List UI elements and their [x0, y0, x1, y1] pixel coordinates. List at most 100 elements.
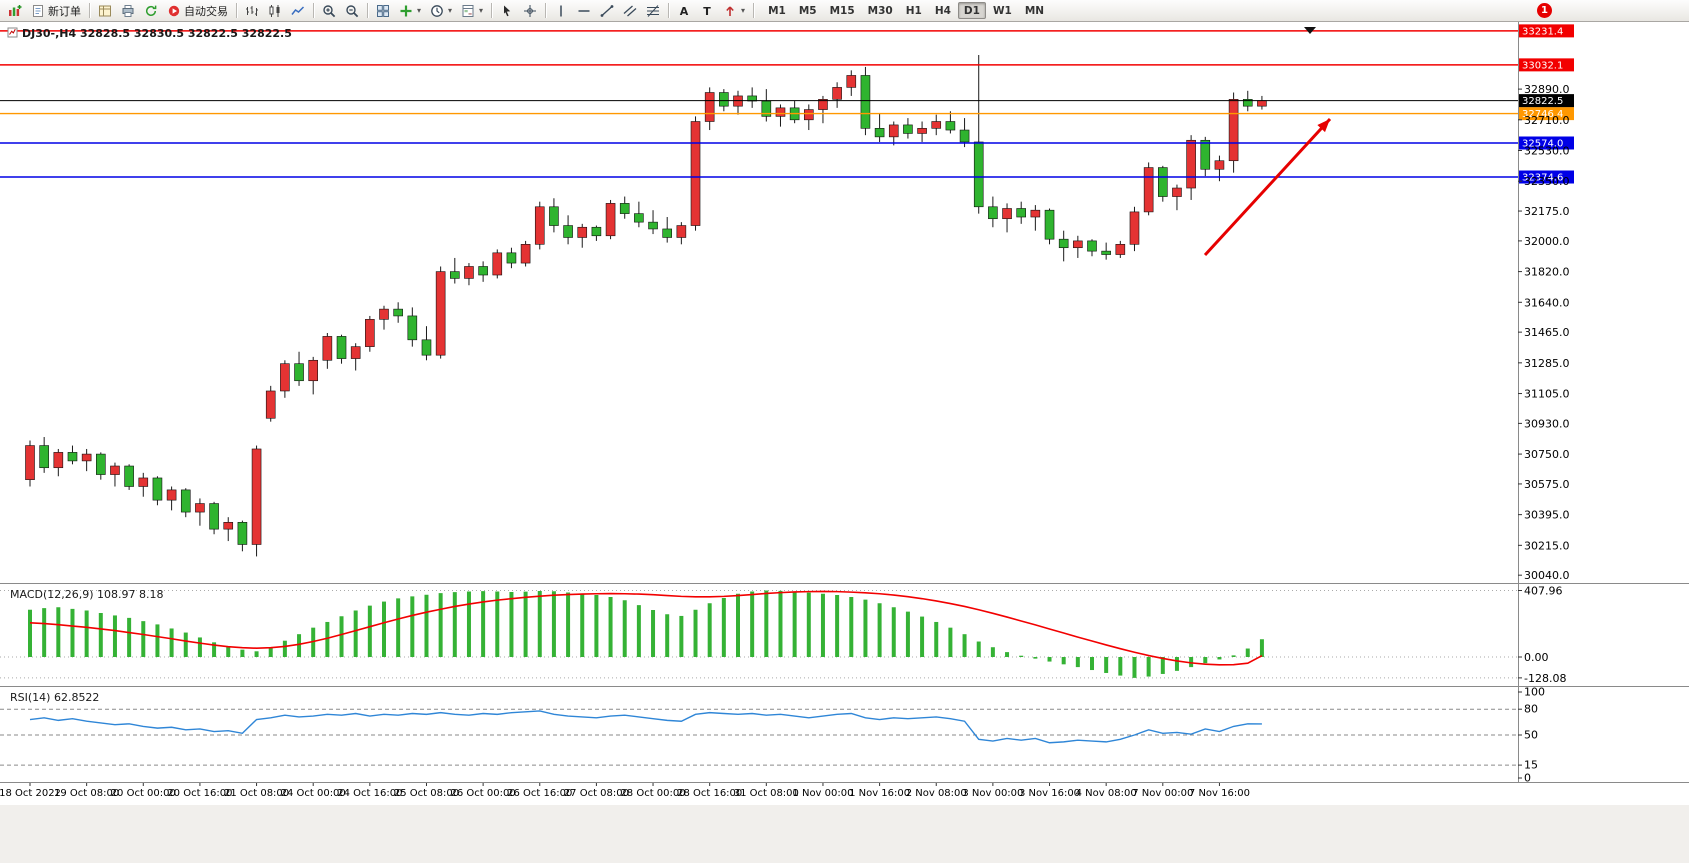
current-price-line-label: 32822.5: [1522, 96, 1563, 107]
macd-label: MACD(12,26,9) 108.97 8.18: [10, 588, 164, 601]
candles-icon: [268, 4, 282, 18]
time-axis-label: 20 Oct 16:00: [167, 788, 232, 799]
candle: [1158, 167, 1168, 197]
candlestick-chart-button[interactable]: [264, 2, 286, 20]
time-axis-label: 1 Nov 00:00: [792, 788, 853, 799]
candle: [1186, 139, 1196, 189]
time-axis-label: 24 Oct 00:00: [281, 788, 346, 799]
tile-windows-button[interactable]: [372, 2, 394, 20]
price-axis-label: 31640.0: [1524, 296, 1570, 309]
autotrading-button[interactable]: 自动交易: [163, 2, 232, 20]
price-axis-label: 30750.0: [1524, 448, 1570, 461]
trendline-button[interactable]: [596, 2, 618, 20]
candle: [237, 522, 248, 545]
candles-layer: [25, 54, 1267, 557]
hlines-layer[interactable]: 33231.4 33032.1 32746.4 32574.0 32374.6 32822…: [0, 24, 1574, 184]
text-label-button[interactable]: T: [696, 2, 718, 20]
candle: [322, 336, 333, 361]
line-chart-button[interactable]: [287, 2, 309, 20]
indicators-button[interactable]: ▾: [395, 2, 425, 20]
template-icon: [461, 4, 475, 18]
candle: [478, 266, 488, 276]
time-axis-label: 27 Oct 08:00: [564, 788, 629, 799]
text-button[interactable]: A: [673, 2, 695, 20]
candle: [209, 503, 219, 530]
candle: [138, 477, 149, 487]
symbol-icon: [7, 27, 18, 38]
timeframe-mn-button[interactable]: MN: [1019, 2, 1050, 19]
time-axis-label: 1 Nov 16:00: [849, 788, 910, 799]
timeframe-m15-button[interactable]: M15: [824, 2, 861, 19]
timeframe-d1-button[interactable]: D1: [957, 2, 986, 19]
cursor-icon: [500, 4, 514, 18]
timeframe-h1-button[interactable]: H1: [900, 2, 928, 19]
print-button[interactable]: [117, 2, 139, 20]
candle: [719, 92, 729, 107]
candle: [931, 121, 942, 129]
time-axis-label: 31 Oct 08:00: [734, 788, 799, 799]
timeframe-h4-button[interactable]: H4: [929, 2, 957, 19]
new-chart-button[interactable]: [4, 2, 26, 20]
chart-area[interactable]: 33231.4 33032.1 32746.4 32574.0 32374.6 32822…: [0, 22, 1689, 863]
horizontal-line-button[interactable]: [573, 2, 595, 20]
bar-chart-button[interactable]: [241, 2, 263, 20]
vertical-line-button[interactable]: [550, 2, 572, 20]
equidistant-channel-button[interactable]: [619, 2, 641, 20]
refresh-button[interactable]: [140, 2, 162, 20]
candle: [223, 522, 234, 530]
cursor-button[interactable]: [496, 2, 518, 20]
notification-badge[interactable]: 1: [1537, 3, 1552, 18]
candle: [350, 346, 361, 359]
candle: [152, 477, 163, 501]
time-axis-label: 19 Oct 08:00: [54, 788, 119, 799]
toolbar-separator: [753, 3, 755, 18]
line-icon: [291, 4, 305, 18]
arrows-button[interactable]: ▾: [719, 2, 749, 20]
horizontal-line-object-label-box: [1519, 107, 1574, 121]
crosshair-button[interactable]: [519, 2, 541, 20]
candle: [818, 99, 828, 110]
candle: [464, 266, 474, 279]
toolbar-buttons: 新订单 自动交易 ▾ ▾ ▾ A T ▾: [4, 2, 757, 20]
vline-icon: [554, 4, 568, 18]
timeframe-m1-button[interactable]: M1: [762, 2, 792, 19]
printer-icon: [121, 4, 135, 18]
dropdown-arrow-icon: ▾: [479, 6, 484, 15]
text-t-icon: T: [700, 4, 714, 18]
horizontal-line-object-label-box: [1519, 136, 1574, 150]
candle: [1087, 240, 1097, 252]
trend-arrow-head-icon[interactable]: [1317, 119, 1330, 133]
autotrading-label: 自动交易: [184, 4, 228, 18]
rsi-axis-label: 80: [1524, 703, 1538, 716]
svg-text:T: T: [703, 5, 711, 18]
periods-button[interactable]: ▾: [426, 2, 456, 20]
price-axis-label: 32175.0: [1524, 205, 1570, 218]
price-axis-label: 30930.0: [1524, 417, 1570, 430]
candle: [435, 271, 446, 356]
chart-shift-marker-icon[interactable]: [1304, 27, 1316, 34]
candle: [577, 226, 588, 238]
annotations-layer[interactable]: [1203, 117, 1332, 257]
candle: [803, 109, 814, 121]
fibonacci-button[interactable]: [642, 2, 664, 20]
time-axis-label: 24 Oct 16:00: [337, 788, 402, 799]
candle: [39, 445, 49, 469]
chart-plus-icon: [8, 4, 22, 18]
time-axis-label: 2 Nov 08:00: [906, 788, 967, 799]
crosshair-icon: [523, 4, 537, 18]
zoom-in-button[interactable]: [318, 2, 340, 20]
candle: [407, 315, 418, 341]
candle: [280, 363, 290, 392]
timeframe-w1-button[interactable]: W1: [987, 2, 1018, 19]
new-order-button[interactable]: 新订单: [27, 2, 85, 20]
timeframe-m30-button[interactable]: M30: [862, 2, 899, 19]
zoom-out-button[interactable]: [341, 2, 363, 20]
dropdown-arrow-icon: ▾: [417, 6, 422, 15]
market-watch-button[interactable]: [94, 2, 116, 20]
candle: [619, 203, 630, 214]
quotes-icon: [98, 4, 112, 18]
trend-arrow-line[interactable]: [1203, 117, 1332, 257]
price-axis-label: 30395.0: [1524, 509, 1570, 522]
templates-button[interactable]: ▾: [457, 2, 487, 20]
timeframe-m5-button[interactable]: M5: [793, 2, 823, 19]
